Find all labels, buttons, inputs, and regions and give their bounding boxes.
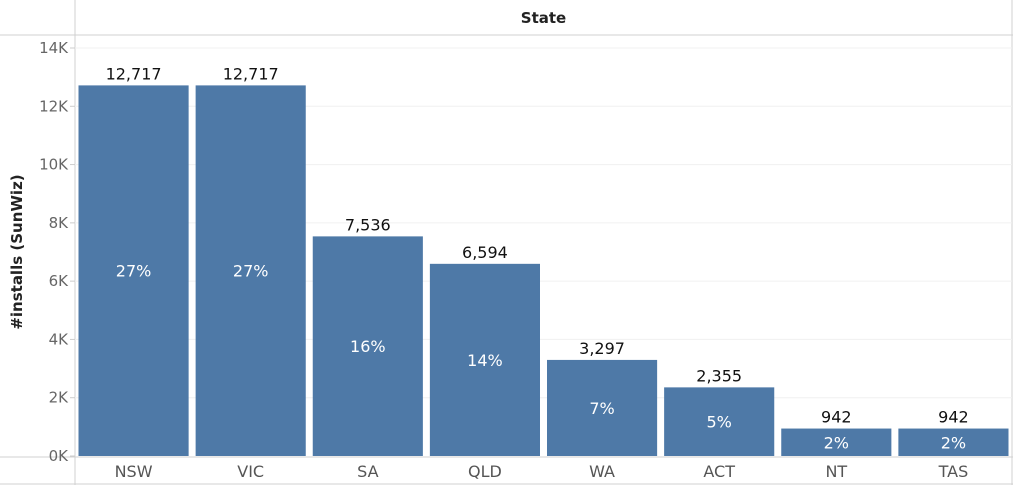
y-tick-label: 4K [49, 330, 70, 348]
y-axis-ticks: 0K 2K 4K 6K 8K 10K 12K 14K [39, 39, 75, 465]
y-tick-label: 0K [49, 447, 70, 465]
value-label: 3,297 [579, 339, 625, 358]
bar-sa [312, 236, 423, 456]
percent-label: 2% [941, 433, 966, 452]
column-header-title: State [521, 9, 566, 27]
value-label: 2,355 [696, 366, 742, 385]
bar-labels: 12,717 27% 12,717 27% 7,536 16% 6,594 14% 3,297 7… [106, 64, 969, 452]
percent-label: 27% [116, 262, 152, 281]
value-label: 12,717 [106, 64, 162, 83]
x-axis-ticks: NSW VIC SA QLD WA ACT NT TAS [115, 462, 969, 481]
bar-nt [781, 428, 892, 456]
value-label: 7,536 [345, 215, 391, 234]
bars [78, 85, 1009, 456]
category-label: WA [589, 462, 615, 481]
bar-act [664, 387, 775, 456]
bar-tas [898, 428, 1009, 456]
percent-label: 16% [350, 337, 386, 356]
y-tick-label: 2K [49, 389, 70, 407]
y-tick-label: 6K [49, 272, 70, 290]
category-label: TAS [938, 462, 969, 481]
category-label: SA [357, 462, 378, 481]
percent-label: 5% [706, 413, 731, 432]
y-tick-label: 10K [39, 156, 69, 174]
category-label: NSW [115, 462, 153, 481]
y-tick-label: 14K [39, 39, 69, 57]
bar-wa [547, 359, 658, 456]
bar-qld [429, 263, 540, 456]
y-axis-title: #installs (SunWiz) [8, 174, 26, 329]
percent-label: 27% [233, 262, 269, 281]
y-tick-label: 12K [39, 97, 69, 115]
category-label: QLD [468, 462, 502, 481]
bar-vic [195, 85, 306, 456]
value-label: 12,717 [223, 64, 279, 83]
percent-label: 7% [589, 399, 614, 418]
value-label: 942 [821, 408, 852, 427]
bar-nsw [78, 85, 189, 456]
value-label: 942 [938, 408, 969, 427]
category-label: VIC [237, 462, 264, 481]
category-label: ACT [703, 462, 735, 481]
y-tick-label: 8K [49, 214, 70, 232]
category-label: NT [825, 462, 847, 481]
percent-label: 2% [824, 433, 849, 452]
value-label: 6,594 [462, 243, 508, 262]
percent-label: 14% [467, 351, 503, 370]
